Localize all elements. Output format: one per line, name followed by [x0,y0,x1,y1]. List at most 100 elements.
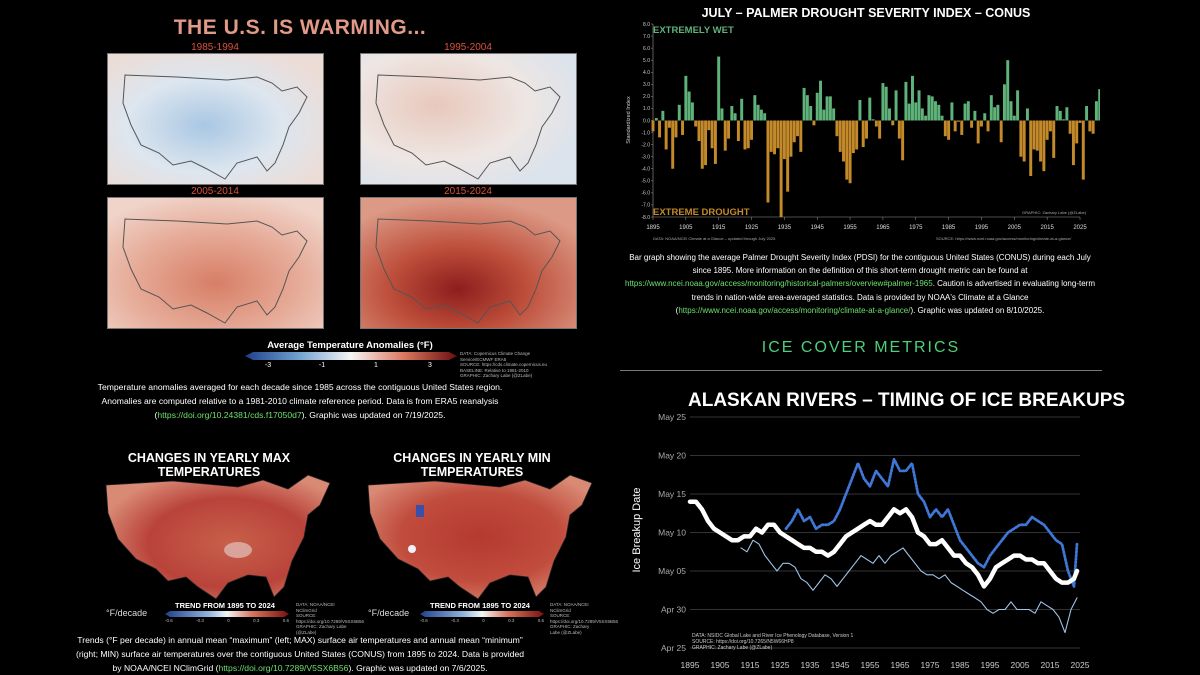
caption-text: ). Graphic was updated on 7/19/2025. [301,410,446,420]
climate-at-a-glance-link[interactable]: https://www.ncei.noaa.gov/access/monitor… [678,305,911,315]
ice-ytick-label: May 20 [658,451,686,461]
pdsi-bar [1035,120,1039,151]
ice-xtick-label: 1995 [981,660,1000,670]
trend-tick: 0.3 [253,618,260,623]
trend-bar-title-left: TREND FROM 1895 TO 2024 [175,601,275,610]
pdsi-bar [815,92,819,121]
credit-line: GRAPHIC: Zachary Labe (@ZLabe) [550,624,590,635]
temperature-colorbar [245,352,457,360]
min-temp-trend-map [367,474,593,600]
pdsi-bar [871,119,875,121]
pdsi-bar [743,120,747,150]
pdsi-bar [842,120,845,162]
pdsi-ytick-label: 2.0 [643,94,650,100]
pdsi-bar [943,120,947,137]
trend-credits-left: DATA: NOAA/NCEI NClimGrid SOURCE: https:… [296,602,364,635]
pdsi-xtick-label: 2005 [1008,225,1022,231]
caption-text: Trends (°F per decade) in annual mean “m… [75,635,525,673]
pdsi-ytick-label: 4.0 [643,70,650,76]
decade-label-3: 2005-2014 [191,186,239,197]
pdsi-bar [950,102,954,121]
pdsi-bar [855,120,859,150]
pdsi-bar [1098,89,1100,121]
pdsi-bar [858,99,862,121]
section-divider [620,370,1102,371]
pdsi-bar [835,120,839,137]
pdsi-ytick-label: -5.0 [641,179,650,185]
pdsi-bar [966,101,970,121]
ice-xtick-label: 2005 [1011,660,1030,670]
pdsi-bar [723,120,727,151]
pdsi-bar [674,120,678,138]
pdsi-bar [851,120,855,154]
trend-colorbar-right [420,611,544,617]
pdsi-extreme-drought-label: EXTREME DROUGHT [653,207,750,218]
pdsi-bar [996,104,1000,121]
ice-cover-section-title: ICE COVER METRICS [761,339,961,356]
trend-tick: 0 [482,618,485,623]
colorbar-title: Average Temperature Anomalies (°F) [267,340,433,351]
pdsi-bar [667,120,671,128]
pdsi-xtick-label: 1905 [679,225,693,231]
trend-tick: 0.6 [282,618,289,623]
pdsi-bar [1052,120,1056,158]
pdsi-ytick-label: 6.0 [643,46,650,52]
pdsi-bar [746,120,750,149]
caption-text: Bar graph showing the average Palmer Dro… [629,253,1091,276]
pdsi-bar [697,120,701,142]
decade-map-2005-2014 [107,197,324,329]
credit-line: DATA: Copernicus Climate Change Service/… [460,351,531,362]
pdsi-ytick-label: -8.0 [641,215,650,221]
pdsi-bar [779,120,783,217]
pdsi-xtick-label: 1925 [745,225,759,231]
ice-xtick-label: 1965 [891,660,910,670]
alaska-rivers-title: ALASKAN RIVERS – TIMING OF ICE BREAKUPS [688,390,1126,411]
pdsi-bar [822,109,826,121]
pdsi-bar [970,120,974,128]
pdsi-bar [796,120,800,137]
credit-line: BASELINE: Relative to 1981-2010 [460,367,529,373]
pdsi-bar [789,120,793,157]
ice-ytick-label: May 25 [658,412,686,422]
trend-tick: -0.6 [165,618,173,623]
pdsi-bar [1078,120,1082,123]
ice-xtick-label: 1935 [801,660,820,670]
caption-text: . Caution is advertised in evaluating lo… [675,279,1095,315]
pdsi-bar [700,120,704,169]
pdsi-bar [740,98,744,121]
trend-tick: -0.3 [196,618,204,623]
decade-label-4: 2015-2024 [444,186,492,197]
pdsi-bar [1032,120,1036,150]
pdsi-bar [953,120,957,132]
pdsi-bar [671,120,675,169]
pdsi-bar [845,120,849,180]
pdsi-bar [947,120,951,140]
pdsi-bar [868,97,872,121]
decade-map-1995-2004 [360,53,577,185]
era5-doi-link[interactable]: https://doi.org/10.24381/cds.f17050d7 [157,410,302,420]
decade-label-1: 1985-1994 [191,42,239,53]
pdsi-bar [1006,60,1010,121]
pdsi-bar [1025,108,1029,121]
pdsi-bar [1016,90,1020,121]
pdsi-bar [1009,101,1013,121]
nclimgrid-doi-link[interactable]: https://doi.org/10.7289/V5SX6B56 [218,663,349,673]
pdsi-bar [891,120,895,126]
pdsi-bar [1065,107,1069,121]
pdsi-ytick-label: 0.0 [643,118,650,124]
ice-series-line [784,457,1079,588]
trend-ticks-right: -0.6 -0.3 0 0.3 0.6 [420,618,544,623]
pdsi-ytick-label: -1.0 [641,130,650,136]
pdsi-xtick-label: 1935 [778,225,792,231]
pdsi-bar [960,120,964,135]
pdsi-bar [710,120,714,149]
pdsi-bar [651,120,655,132]
min-temp-title: CHANGES IN YEARLY MIN TEMPERATURES [393,451,551,479]
pdsi-bar [661,110,665,121]
pdsi-bar [681,120,685,135]
palmer-overview-link[interactable]: https://www.ncei.noaa.gov/access/monitor… [624,279,933,289]
pdsi-bar [1019,120,1023,157]
trend-maps-caption: Trends (°F per decade) in annual mean “m… [75,633,525,675]
pdsi-ytick-label: 3.0 [643,82,650,88]
pdsi-bar [940,115,944,121]
